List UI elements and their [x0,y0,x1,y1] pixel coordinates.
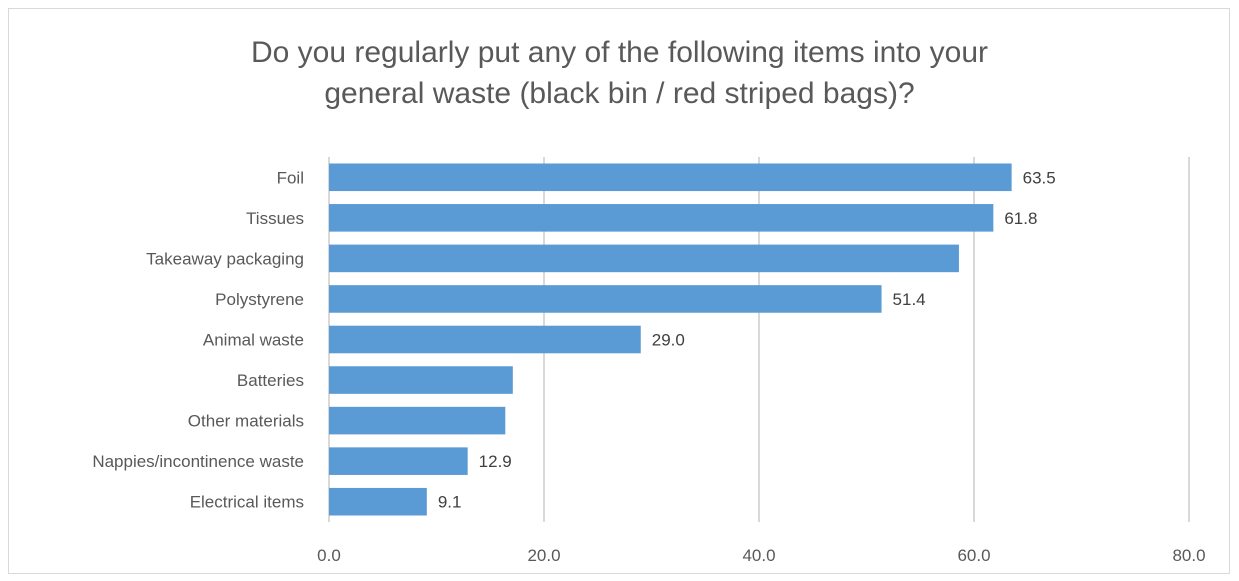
data-label: 63.5 [1023,168,1056,187]
data-label: 12.9 [479,452,512,471]
category-label: Other materials [188,412,304,431]
chart-title-line-1: Do you regularly put any of the followin… [250,36,989,69]
bar-foil [329,163,1012,192]
bar-other-materials [329,406,506,435]
category-label: Polystyrene [215,290,304,309]
category-label: Nappies/incontinence waste [92,452,304,471]
data-label: 61.8 [1004,209,1037,228]
x-tick-label: 0.0 [317,546,341,565]
bar-tissues [329,204,994,232]
category-label: Animal waste [203,331,304,350]
bar-electrical-items [329,487,427,516]
bar-animal-waste [329,325,641,354]
chart-title-line-2: general waste (black bin / red striped b… [324,77,915,110]
bar-takeaway-packaging [329,244,959,273]
x-tick-label: 80.0 [1172,546,1205,565]
x-tick-label: 40.0 [742,546,775,565]
category-label: Tissues [246,209,304,228]
data-label: 51.4 [893,290,926,309]
bar-polystyrene [329,285,882,313]
chart-title: Do you regularly put any of the followin… [0,32,1239,114]
category-label: Foil [277,168,304,187]
x-tick-label: 60.0 [957,546,990,565]
data-label: 29.0 [652,331,685,350]
bar-nappies-incontinence-waste [329,447,468,475]
category-label: Batteries [237,371,304,390]
category-label: Electrical items [190,493,304,512]
category-label: Takeaway packaging [146,249,304,268]
bar-batteries [329,366,513,394]
data-label: 9.1 [438,493,462,512]
x-tick-label: 20.0 [527,546,560,565]
